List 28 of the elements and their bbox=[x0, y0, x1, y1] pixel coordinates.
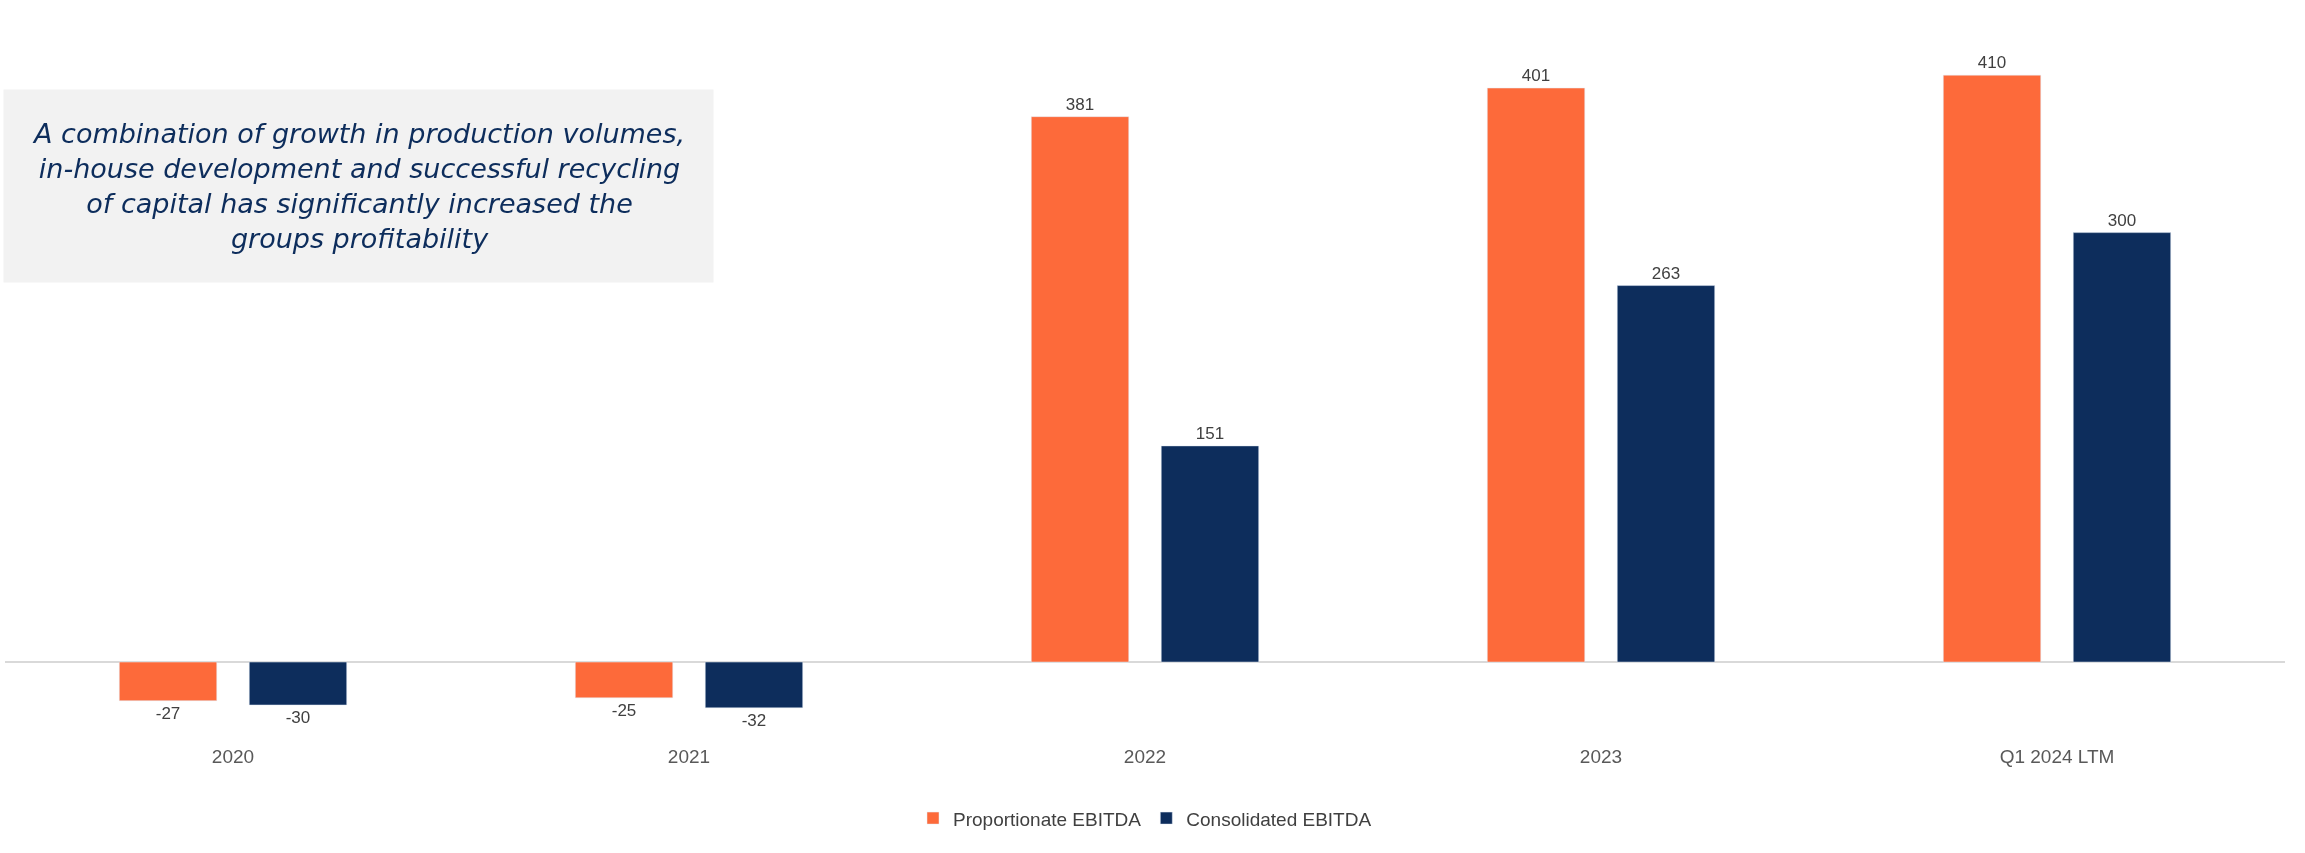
data-label: 401 bbox=[1521, 66, 1551, 86]
data-label: -25 bbox=[611, 700, 637, 720]
data-label: 381 bbox=[1065, 94, 1095, 114]
x-tick-label: 2021 bbox=[667, 746, 711, 767]
legend-label: Proportionate EBITDA bbox=[953, 808, 1142, 830]
x-tick-label: Q1 2024 LTM bbox=[1999, 746, 2115, 767]
data-label: -27 bbox=[155, 703, 181, 723]
data-label: 263 bbox=[1651, 263, 1681, 283]
bar bbox=[1617, 285, 1715, 663]
data-label: -32 bbox=[741, 710, 767, 730]
bar bbox=[2073, 232, 2171, 663]
data-label: 300 bbox=[2107, 210, 2137, 230]
x-tick-label: 2023 bbox=[1579, 746, 1623, 767]
data-label: 410 bbox=[1977, 53, 2007, 73]
data-label: 151 bbox=[1195, 423, 1225, 443]
bar bbox=[575, 661, 674, 699]
legend-label: Consolidated EBITDA bbox=[1186, 808, 1372, 830]
bar bbox=[705, 661, 803, 709]
x-tick-label: 2020 bbox=[211, 746, 255, 767]
bar bbox=[1031, 116, 1130, 663]
bar bbox=[1943, 74, 2042, 663]
bar bbox=[119, 661, 218, 701]
bar bbox=[1160, 445, 1259, 663]
annotation: A combination of growth in production volumes, in-house development and successful recycling of capital has significantly increased the groups profitability bbox=[32, 118, 686, 255]
bar bbox=[249, 661, 347, 706]
x-tick-label: 2022 bbox=[1123, 746, 1167, 767]
bar bbox=[1487, 87, 1586, 663]
data-label: -30 bbox=[285, 707, 311, 727]
